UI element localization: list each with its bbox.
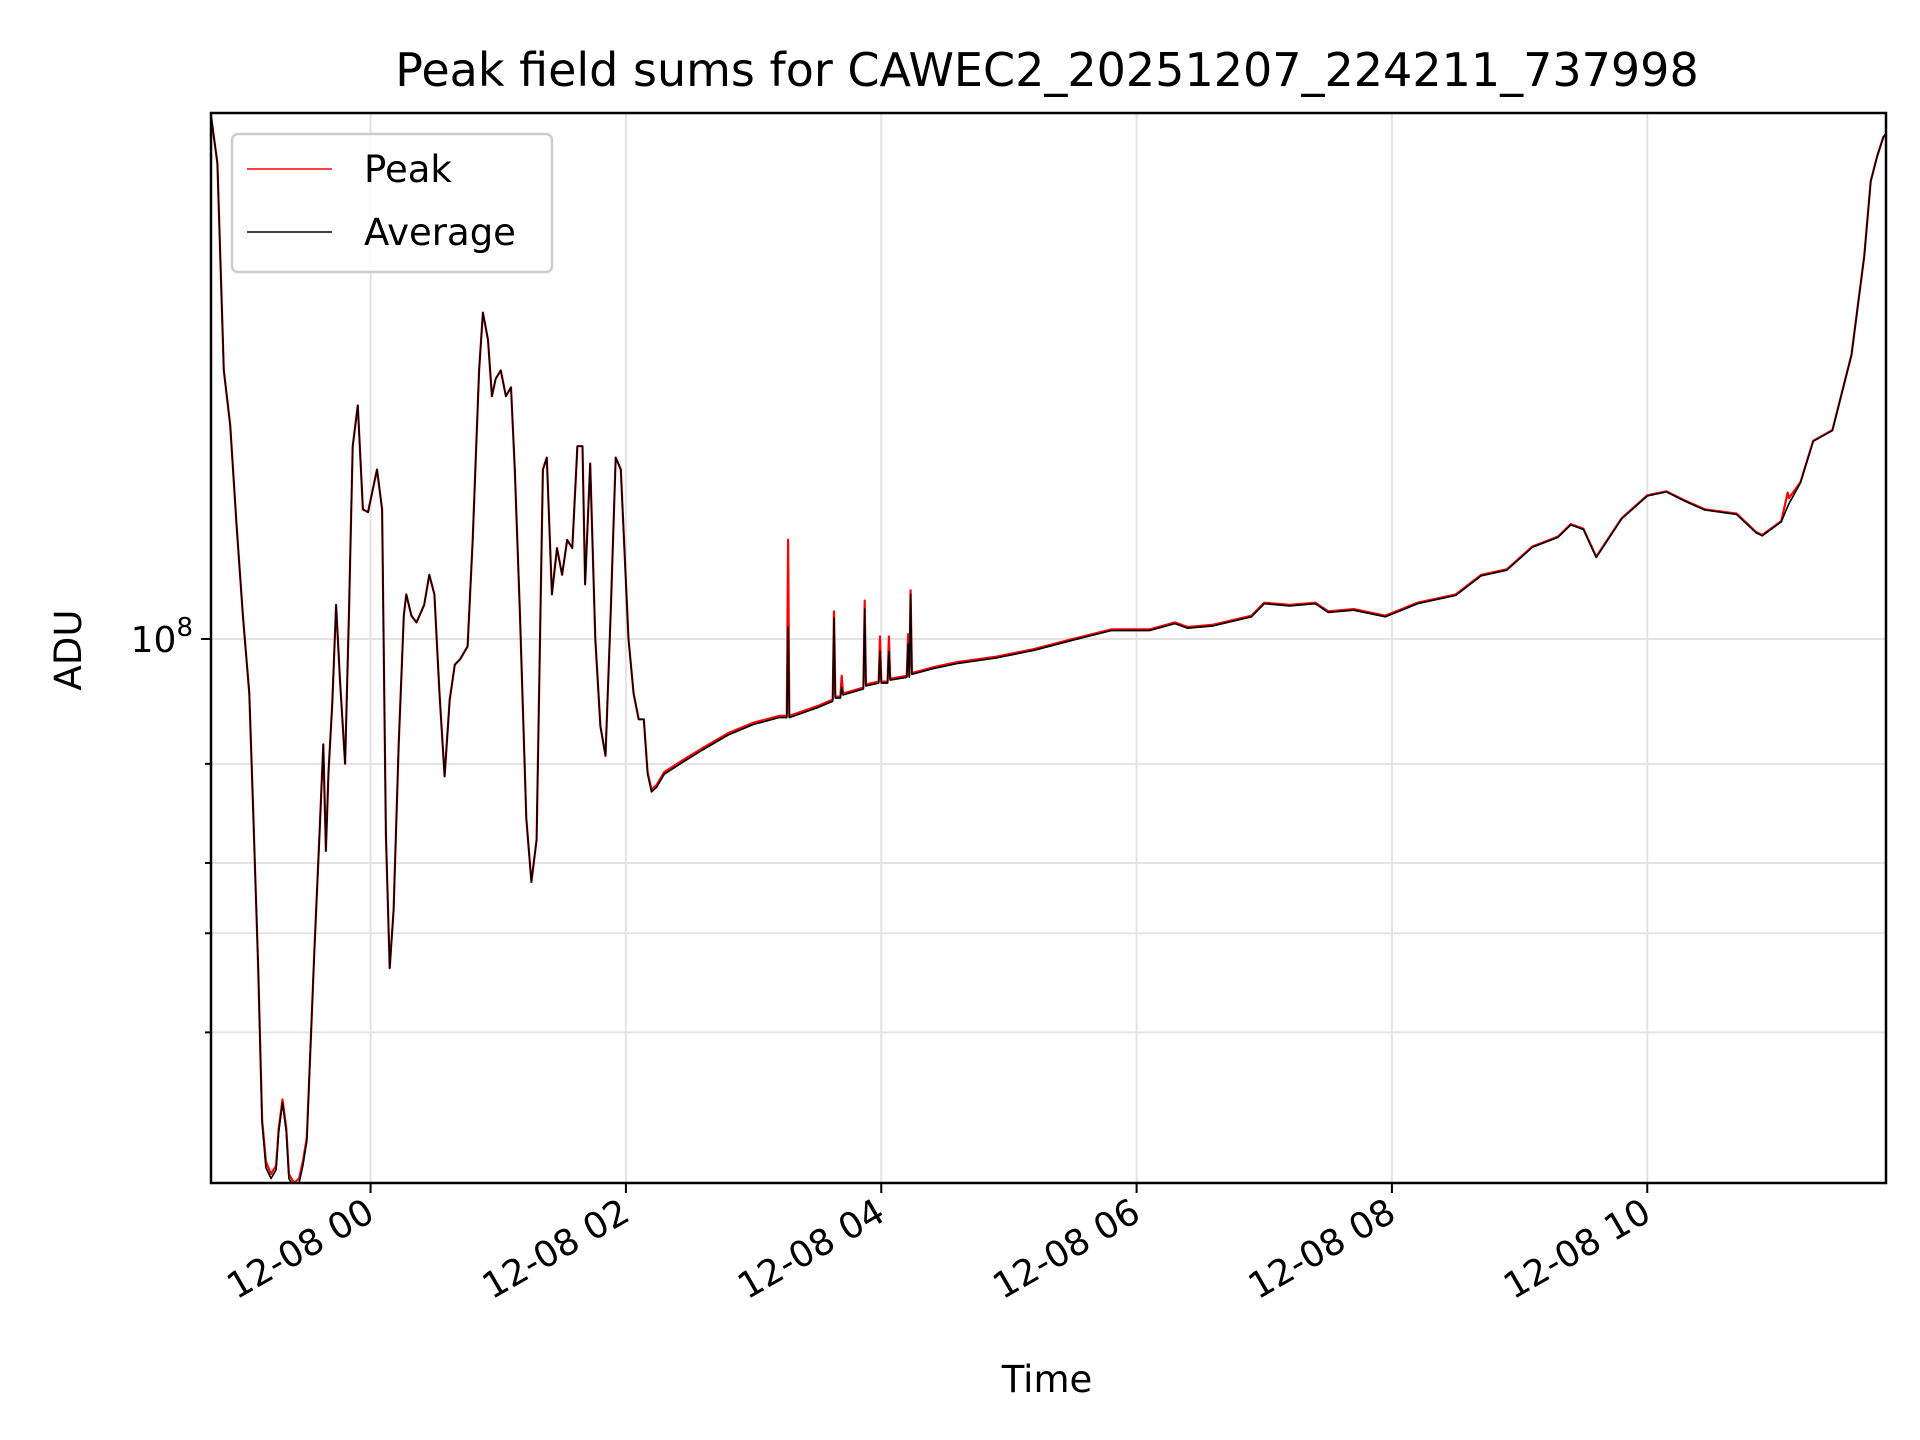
legend: Peak Average xyxy=(230,132,554,274)
y-axis-ticks: 108 xyxy=(131,613,211,1034)
x-axis-label: Time xyxy=(1001,1358,1093,1401)
plot-frame xyxy=(209,111,1888,1185)
series-lines xyxy=(211,114,1886,1183)
legend-label-average: Average xyxy=(364,211,516,254)
chart-title: Peak field sums for CAWEC2_20251207_2242… xyxy=(395,43,1698,97)
y-tick-label: 108 xyxy=(131,613,193,661)
series-line-average xyxy=(211,114,1886,1183)
y-axis-label: ADU xyxy=(47,610,90,691)
legend-label-peak: Peak xyxy=(364,148,452,191)
